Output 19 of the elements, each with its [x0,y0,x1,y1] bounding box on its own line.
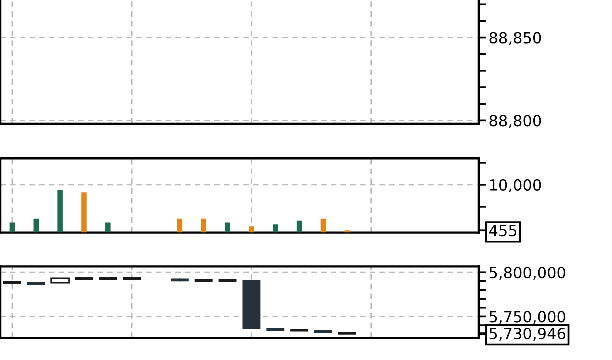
bar [249,226,254,233]
bar [106,222,111,233]
bar [34,218,40,233]
bar [273,224,278,233]
bar [177,218,183,233]
bar [58,190,63,233]
y-tick-label: 88,850 [490,32,542,46]
y-tick-label: 5,800,000 [490,267,566,280]
bar [320,218,326,233]
y-tick-label: 5,730,946 [490,328,566,342]
bar [225,222,230,233]
y-tick-label: 88,800 [490,115,542,128]
bar [201,218,206,233]
bar [296,220,302,233]
y-tick-label: 10,000 [490,179,542,193]
bar [10,222,16,233]
y-tick-label: 5,750,000 [490,311,566,324]
y-tick-label: 455 [489,225,517,237]
bar [82,192,87,233]
